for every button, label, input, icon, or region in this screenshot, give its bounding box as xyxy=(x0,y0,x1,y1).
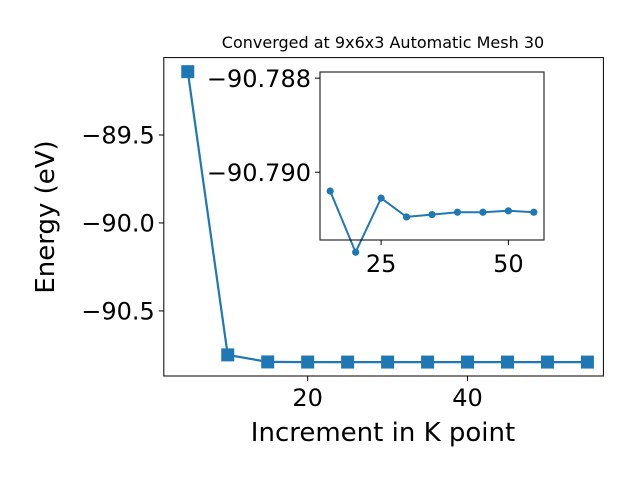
main-data-point xyxy=(341,355,355,369)
main-x-tick-label: 40 xyxy=(452,384,483,412)
main-plot-frame xyxy=(163,57,604,377)
main-chart-title: Converged at 9x6x3 Automatic Mesh 30 xyxy=(222,33,544,52)
inset-plot-frame xyxy=(319,71,545,241)
inset-y-tick-label: −90.790 xyxy=(207,159,311,187)
main-data-point xyxy=(580,355,594,369)
inset-data-point xyxy=(453,208,462,216)
inset-data-point xyxy=(504,207,512,215)
inset-data-point xyxy=(428,210,436,219)
inset-data-point xyxy=(377,194,385,202)
main-y-tick-label: −90.5 xyxy=(81,298,155,326)
main-data-point xyxy=(261,355,275,369)
main-y-axis-label: Energy (eV) xyxy=(31,140,61,293)
main-data-point xyxy=(461,355,475,369)
inset-data-point xyxy=(479,208,487,216)
main-x-axis: 20 40 xyxy=(292,376,483,412)
inset-x-tick-label: 25 xyxy=(366,250,397,278)
inset-x-tick-label: 50 xyxy=(493,250,524,278)
inset-data-point xyxy=(530,208,538,216)
inset-y-tick-label: −90.788 xyxy=(207,65,311,93)
main-plot: Converged at 9x6x3 Automatic Mesh 30 20 4… xyxy=(31,33,604,448)
main-data-point xyxy=(221,348,235,362)
main-data-point xyxy=(301,355,315,369)
main-y-axis: −89.5 −90.0 −90.5 xyxy=(81,122,164,326)
main-data-point xyxy=(421,355,435,369)
inset-y-axis: −90.790 −90.788 xyxy=(207,65,320,187)
main-y-tick-label: −89.5 xyxy=(81,122,155,150)
main-y-tick-label: −90.0 xyxy=(81,210,155,238)
main-x-tick-label: 20 xyxy=(292,384,323,412)
inset-series-layer xyxy=(326,187,538,256)
main-data-point xyxy=(381,355,395,369)
inset-data-point xyxy=(326,187,334,195)
inset-x-axis: 25 50 xyxy=(366,240,524,278)
main-series-layer xyxy=(181,65,594,369)
inset-plot: 25 50 −90.790 −90.788 xyxy=(207,65,545,278)
main-data-point xyxy=(181,65,195,79)
inset-data-point xyxy=(402,213,411,221)
main-x-axis-label: Increment in K point xyxy=(251,418,515,448)
main-data-point xyxy=(500,355,514,369)
main-data-point xyxy=(540,355,554,369)
inset-data-point xyxy=(352,248,360,256)
